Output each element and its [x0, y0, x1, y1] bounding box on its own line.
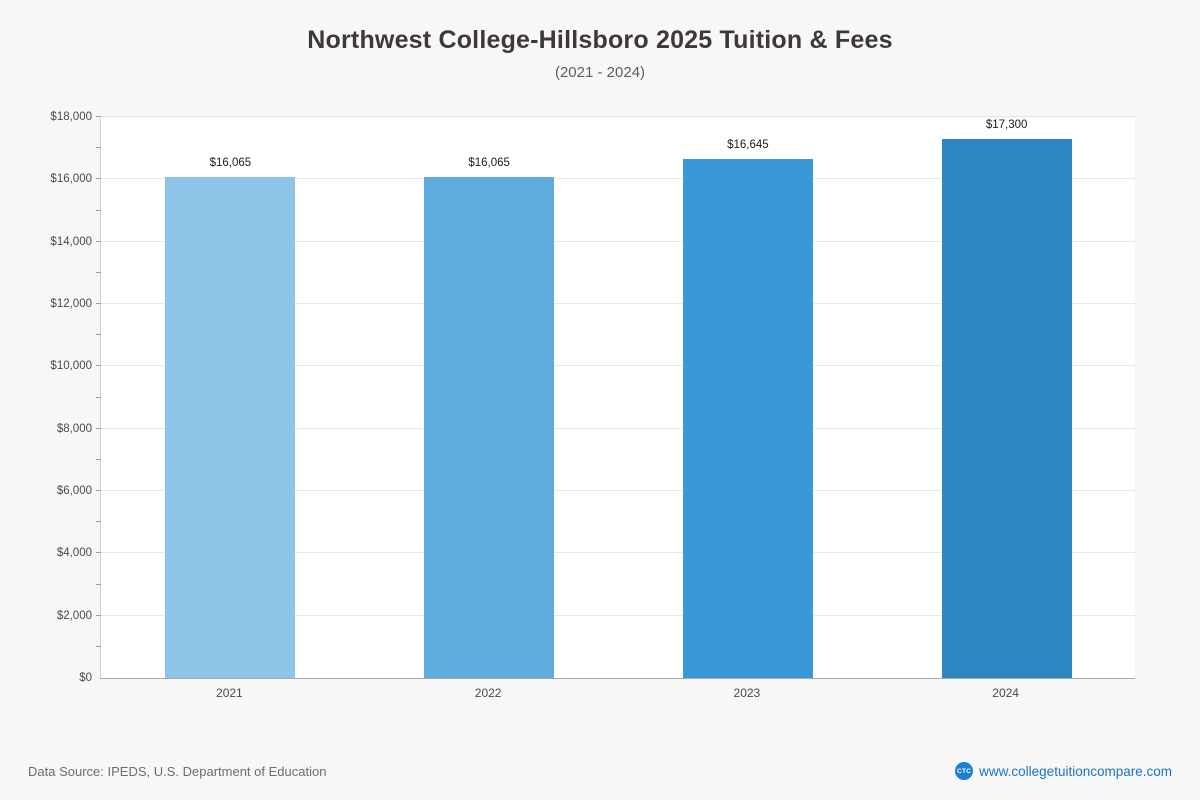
y-tick-label: $12,000 [50, 298, 92, 310]
y-axis-tick [96, 116, 101, 117]
y-axis-tick [96, 209, 101, 211]
y-axis-tick [96, 303, 101, 304]
bar-2022[interactable] [424, 177, 555, 678]
site-link[interactable]: CTC www.collegetuitioncompare.com [955, 762, 1172, 780]
y-tick-label: $2,000 [56, 609, 92, 622]
y-tick-label: $8,000 [56, 422, 92, 435]
y-axis-tick [96, 521, 101, 523]
bar-2023[interactable] [682, 159, 813, 678]
bar-2021[interactable] [165, 177, 296, 678]
y-tick-label: $4,000 [56, 547, 92, 560]
gridline [101, 490, 1135, 491]
data-source-text: Data Source: IPEDS, U.S. Department of E… [28, 763, 327, 779]
y-axis-tick [96, 396, 101, 398]
y-axis-tick [96, 583, 101, 585]
y-axis-tick [96, 458, 101, 460]
y-tick-label: $16,000 [50, 173, 92, 186]
gridline [101, 178, 1135, 180]
x-tick-label: 2023 [733, 686, 761, 700]
gridline [101, 240, 1135, 242]
footer: Data Source: IPEDS, U.S. Department of E… [28, 762, 1172, 780]
y-tick-label: $14,000 [50, 235, 92, 248]
y-tick-label: $18,000 [50, 111, 92, 123]
y-axis-tick [96, 645, 101, 647]
y-axis-tick [96, 240, 101, 242]
y-axis-tick [96, 178, 101, 180]
bar-value-label: $16,065 [209, 157, 252, 170]
chart-subtitle: (2021 - 2024) [554, 64, 646, 81]
x-tick-label: 2022 [474, 686, 502, 700]
y-axis-tick [96, 334, 101, 336]
y-axis-tick [96, 614, 101, 616]
y-tick-label: $10,000 [50, 360, 92, 373]
y-axis-tick [96, 271, 101, 273]
x-axis-labels: 2021 2022 2023 2024 [100, 686, 1135, 706]
x-tick-label: 2024 [992, 686, 1019, 700]
gridline [101, 552, 1135, 554]
y-axis-labels: $0 $2,000 $4,000 $6,000 $8,000 $10,000 $12,000… [0, 111, 92, 684]
y-tick-label: $6,000 [56, 485, 92, 497]
gridline [101, 365, 1135, 367]
ctc-logo-icon: CTC [955, 762, 974, 780]
bar-2024[interactable] [941, 138, 1072, 678]
gridline [101, 303, 1135, 304]
y-axis-tick [96, 490, 101, 491]
y-axis-tick [96, 552, 101, 554]
y-tick-label: $0 [79, 672, 92, 684]
y-axis-tick [96, 147, 101, 149]
bar-value-label: $16,645 [727, 139, 769, 152]
gridline [101, 614, 1135, 616]
y-axis-tick [96, 427, 101, 429]
bar-value-label: $17,300 [985, 118, 1028, 131]
gridline [101, 427, 1135, 429]
chart-title: Northwest College-Hillsboro 2025 Tuition… [307, 26, 893, 54]
gridline [101, 116, 1135, 117]
x-tick-label: 2021 [216, 686, 243, 700]
site-url: www.collegetuitioncompare.com [979, 763, 1172, 779]
bar-value-label: $16,065 [468, 157, 510, 170]
y-axis-tick [96, 365, 101, 367]
plot-area: $16,065 $16,065 $16,645 $17,300 [96, 116, 1135, 679]
